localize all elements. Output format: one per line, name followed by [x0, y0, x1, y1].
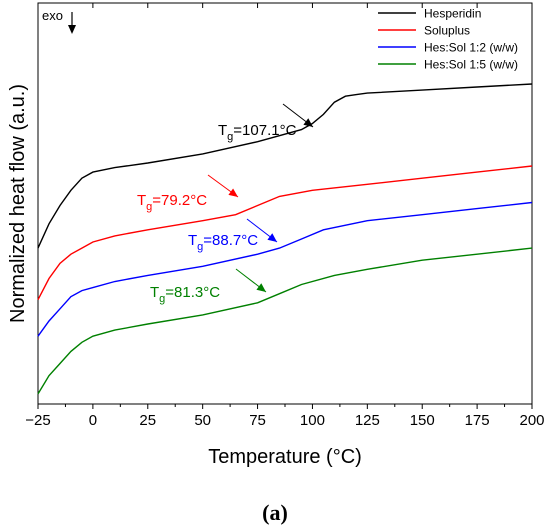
tg-annotation-1: Tg=107.1°C — [218, 122, 297, 143]
x-tick-label: 75 — [249, 412, 266, 429]
x-tick-label: 125 — [355, 412, 380, 429]
tg-arrow-head-2 — [228, 188, 238, 197]
series-line-1 — [37, 83, 533, 249]
legend-label-4: Hes:Sol 1:5 (w/w) — [424, 58, 518, 72]
tg-annotation-2: Tg=79.2°C — [137, 192, 207, 213]
legend-label-2: Soluplus — [424, 24, 470, 38]
legend-label-1: Hesperidin — [424, 7, 481, 21]
x-tick-label: −25 — [25, 412, 50, 429]
x-axis-label: Temperature (°C) — [208, 446, 362, 468]
tg-arrow-head-4 — [256, 283, 266, 292]
tg-annotation-4: Tg=81.3°C — [150, 284, 220, 305]
x-tick-label: 150 — [410, 412, 435, 429]
x-tick-label: 0 — [89, 412, 97, 429]
series-line-2 — [37, 165, 533, 301]
x-tick-label: 175 — [465, 412, 490, 429]
y-axis-label: Normalized heat flow (a.u.) — [7, 84, 29, 323]
dsc-chart: −25 0 25 50 75 100 125 150 175 200 Temperature (°C… — [7, 2, 545, 468]
tg-arrow-head-3 — [267, 233, 277, 242]
x-tick-label: 100 — [300, 412, 325, 429]
x-tick-label: 200 — [519, 412, 544, 429]
series-line-4 — [37, 247, 533, 395]
x-tick-label: 25 — [139, 412, 156, 429]
exo-label: exo — [42, 8, 63, 23]
series-line-3 — [37, 201, 533, 337]
exo-arrow-head — [68, 25, 76, 34]
panel-label: (a) — [262, 500, 288, 525]
x-tick-label: 50 — [194, 412, 211, 429]
tg-arrow-head-1 — [303, 118, 313, 127]
tg-annotation-3: Tg=88.7°C — [188, 232, 258, 253]
legend-label-3: Hes:Sol 1:2 (w/w) — [424, 41, 518, 55]
